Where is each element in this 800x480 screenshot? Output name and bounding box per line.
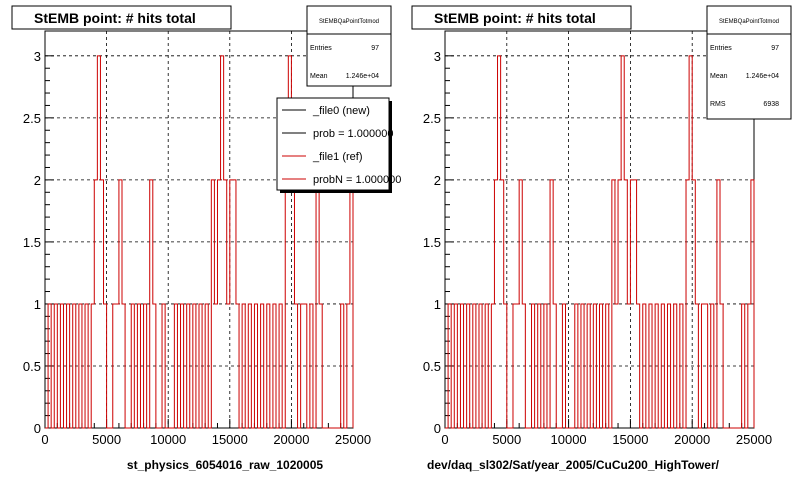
stats-name: StEMBQaPointTotmod xyxy=(319,19,379,25)
y-tick-label: 1 xyxy=(34,297,41,312)
title-box xyxy=(411,5,632,30)
y-tick-label: 0.5 xyxy=(423,359,441,374)
stats-label: RMS xyxy=(710,101,726,108)
y-tick-label: 3 xyxy=(434,49,441,64)
stats-label: Mean xyxy=(310,73,328,80)
panel-title: StEMB point: # hits total xyxy=(434,10,596,26)
legend-label: prob = 1.000000 xyxy=(313,128,393,140)
panel-left: 0 5000 10000 15000 20000 25000 0 0.5 1 1.5 2 2.5 3 St… xyxy=(11,5,401,472)
x-axis-label: st_physics_6054016_raw_1020005 xyxy=(127,458,323,472)
stats-value: 6938 xyxy=(763,101,779,108)
stats-box xyxy=(306,5,392,87)
histogram-series xyxy=(445,55,755,429)
y-tick-label: 2.5 xyxy=(23,111,41,126)
x-tick-label: 20000 xyxy=(273,432,309,447)
stats-value: 1.246e+04 xyxy=(746,73,779,80)
y-tick-label: 1.5 xyxy=(423,235,441,250)
legend-label: probN = 1.000000 xyxy=(313,174,401,186)
x-tick-label: 10000 xyxy=(150,432,186,447)
stats-value: 1.246e+04 xyxy=(346,73,379,80)
x-axis-label: dev/daq_sl302/Sat/year_2005/CuCu200_High… xyxy=(427,458,720,472)
legend-label: _file1 (ref) xyxy=(312,151,363,163)
x-tick-label: 25000 xyxy=(736,432,772,447)
stats-value: 97 xyxy=(771,45,779,52)
stats-name: StEMBQaPointTotmod xyxy=(719,19,779,25)
x-tick-label: 15000 xyxy=(612,432,648,447)
y-tick-label: 1.5 xyxy=(23,235,41,250)
stats-box xyxy=(706,5,792,120)
x-tick-label: 25000 xyxy=(335,432,371,447)
x-tick-label: 5000 xyxy=(492,432,521,447)
y-tick-label: 0 xyxy=(434,421,441,436)
y-tick-label: 2 xyxy=(34,173,41,188)
legend-label: _file0 (new) xyxy=(312,105,370,117)
x-tick-label: 5000 xyxy=(92,432,121,447)
stats-label: Entries xyxy=(710,45,732,52)
panel-title: StEMB point: # hits total xyxy=(34,10,196,26)
x-tick-label: 0 xyxy=(41,432,48,447)
histogram-series xyxy=(45,55,354,429)
y-tick-label: 2 xyxy=(434,173,441,188)
y-tick-label: 3 xyxy=(34,49,41,64)
stats-value: 97 xyxy=(371,45,379,52)
x-tick-label: 20000 xyxy=(674,432,710,447)
panel-right: 0 5000 10000 15000 20000 25000 0 0.5 1 1.5 2 2.5 3 St… xyxy=(411,5,792,472)
stats-label: Mean xyxy=(710,73,728,80)
x-tick-label: 10000 xyxy=(551,432,587,447)
x-tick-label: 15000 xyxy=(212,432,248,447)
y-tick-label: 0.5 xyxy=(23,359,41,374)
x-tick-label: 0 xyxy=(441,432,448,447)
title-box xyxy=(11,5,232,30)
stats-label: Entries xyxy=(310,45,332,52)
y-tick-label: 1 xyxy=(434,297,441,312)
y-tick-label: 0 xyxy=(34,421,41,436)
y-tick-label: 2.5 xyxy=(423,111,441,126)
legend-box xyxy=(276,97,390,191)
